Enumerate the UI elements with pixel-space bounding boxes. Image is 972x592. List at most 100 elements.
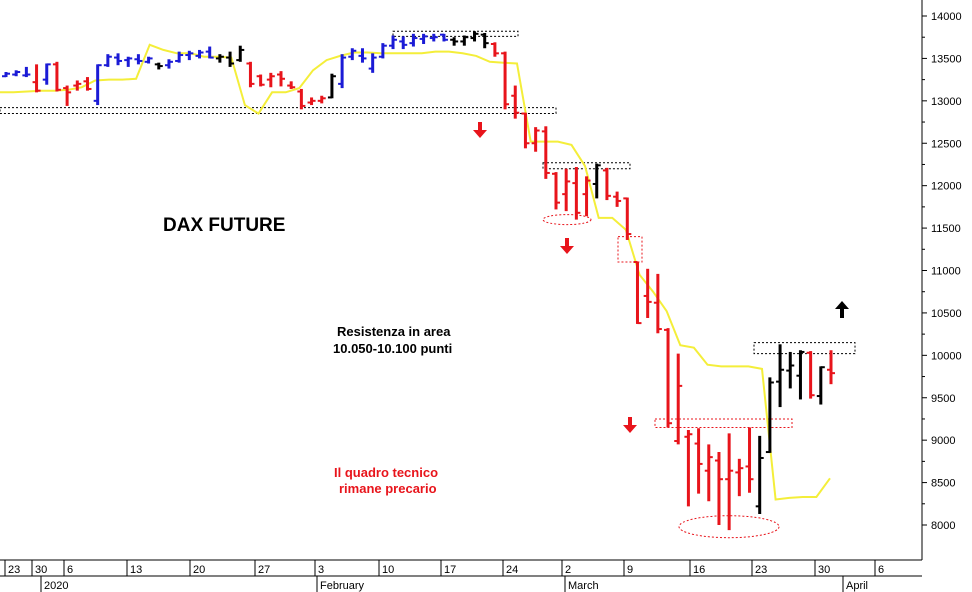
low-ellipse bbox=[678, 515, 780, 539]
y-tick-label: 11000 bbox=[931, 266, 961, 278]
ohlc-bar bbox=[725, 433, 734, 531]
x-axis: 23 30 6 13 20 27 3 10 17 24 2 9 16 23 30 6 2020 February M… bbox=[4, 560, 884, 592]
x-tick-label: 20 bbox=[193, 564, 205, 576]
ohlc-bar bbox=[246, 61, 255, 88]
x-tick-label: 13 bbox=[130, 564, 142, 576]
ohlc-bar bbox=[12, 70, 21, 77]
ohlc-bar bbox=[154, 62, 163, 70]
y-tick-label: 13500 bbox=[931, 53, 962, 65]
x-month-label: 2020 bbox=[44, 580, 68, 592]
highlight-ellipses bbox=[542, 214, 780, 539]
ohlc-bar bbox=[22, 66, 31, 78]
arrow-head bbox=[835, 301, 849, 309]
ohlc-bar bbox=[796, 350, 805, 400]
ohlc-bar bbox=[205, 46, 214, 59]
ohlc-bar bbox=[439, 33, 448, 42]
ohlc-bar bbox=[378, 43, 387, 59]
ohlc-bar bbox=[450, 37, 459, 46]
ohlc-bar bbox=[704, 444, 713, 502]
ohlc-bar bbox=[786, 351, 795, 389]
ohlc-bar bbox=[338, 54, 347, 89]
ohlc-bar bbox=[827, 350, 835, 385]
ohlc-bar bbox=[562, 168, 571, 212]
x-tick-label: 6 bbox=[67, 564, 73, 576]
x-tick-label: 30 bbox=[818, 564, 830, 576]
ohlc-bar bbox=[501, 51, 510, 110]
ohlc-bar bbox=[164, 59, 173, 69]
ohlc-bar bbox=[42, 63, 51, 85]
y-axis: 14000 13500 13000 12500 12000 11500 11000 10500… bbox=[922, 11, 962, 532]
resistance-zone bbox=[654, 418, 793, 428]
ohlc-bar bbox=[541, 126, 550, 179]
arrow-shaft bbox=[478, 122, 482, 131]
annotation-warning-line1: Il quadro tecnico bbox=[334, 465, 438, 480]
ohlc-bar bbox=[674, 353, 683, 445]
chart-title: DAX FUTURE bbox=[163, 215, 285, 236]
ohlc-bar bbox=[623, 197, 632, 240]
down-arrow-icon bbox=[560, 238, 574, 254]
x-tick-label: 9 bbox=[627, 564, 633, 576]
resistance-zone bbox=[392, 30, 519, 37]
ohlc-bar bbox=[93, 64, 102, 106]
ohlc-bar bbox=[480, 32, 489, 49]
ohlc-bar bbox=[816, 366, 825, 405]
ohlc-bar bbox=[602, 167, 611, 201]
y-tick-label: 10500 bbox=[931, 308, 962, 320]
ohlc-bar bbox=[368, 53, 377, 73]
ohlc-bar bbox=[358, 48, 367, 63]
ohlc-bar bbox=[226, 51, 235, 67]
ohlc-bar bbox=[511, 85, 520, 119]
ohlc-bar bbox=[664, 328, 673, 428]
ohlc-bar bbox=[317, 95, 326, 104]
ohlc-bar bbox=[389, 35, 398, 50]
ohlc-bar bbox=[613, 191, 622, 207]
ohlc-bar bbox=[592, 163, 601, 199]
ohlc-bar bbox=[806, 351, 815, 399]
arrow-head bbox=[623, 425, 637, 433]
ohlc-bar bbox=[429, 33, 438, 42]
resistance-zone bbox=[0, 107, 557, 115]
ohlc-bar bbox=[684, 429, 693, 507]
ohlc-bar bbox=[582, 176, 591, 217]
ohlc-bar bbox=[419, 33, 428, 44]
ohlc-bar bbox=[470, 31, 479, 42]
ohlc-bar bbox=[521, 112, 530, 149]
ohlc-bar bbox=[776, 344, 785, 408]
gap-zone bbox=[617, 236, 643, 263]
x-tick-label: 24 bbox=[506, 564, 518, 576]
x-tick-label: 2 bbox=[565, 564, 571, 576]
low-ellipse bbox=[542, 214, 592, 226]
ohlc-bar bbox=[103, 54, 112, 67]
arrow-shaft bbox=[628, 417, 632, 426]
y-tick-label: 9500 bbox=[931, 393, 955, 405]
down-arrow-icon bbox=[473, 122, 487, 138]
ohlc-bar bbox=[195, 49, 204, 59]
y-tick-label: 11500 bbox=[931, 223, 961, 235]
grid bbox=[0, 0, 923, 577]
ohlc-bar bbox=[277, 71, 285, 87]
down-arrow-icon bbox=[623, 417, 637, 433]
annotation-resistance-line1: Resistenza in area bbox=[337, 324, 451, 339]
ohlc-bar bbox=[327, 73, 336, 99]
ohlc-bar bbox=[266, 72, 275, 88]
y-tick-label: 8500 bbox=[931, 478, 955, 490]
x-tick-label: 17 bbox=[444, 564, 456, 576]
y-tick-label: 9000 bbox=[931, 435, 955, 447]
y-tick-label: 12000 bbox=[931, 181, 962, 193]
ohlc-bar bbox=[236, 45, 245, 62]
x-tick-label: 30 bbox=[35, 564, 47, 576]
ohlc-bar bbox=[124, 56, 133, 67]
ohlc-bar bbox=[409, 33, 418, 47]
ohlc-bar bbox=[83, 77, 92, 91]
ohlc-bar bbox=[633, 261, 642, 325]
y-tick-label: 8000 bbox=[931, 520, 955, 532]
ohlc-bar bbox=[490, 42, 499, 57]
x-tick-label: 6 bbox=[878, 564, 884, 576]
trailing-stop-line bbox=[0, 43, 831, 501]
y-tick-label: 13000 bbox=[931, 96, 962, 108]
ohlc-bar bbox=[348, 48, 357, 61]
ohlc-bar bbox=[2, 71, 10, 78]
ohlc-bar bbox=[460, 35, 469, 46]
price-bars bbox=[2, 31, 835, 531]
